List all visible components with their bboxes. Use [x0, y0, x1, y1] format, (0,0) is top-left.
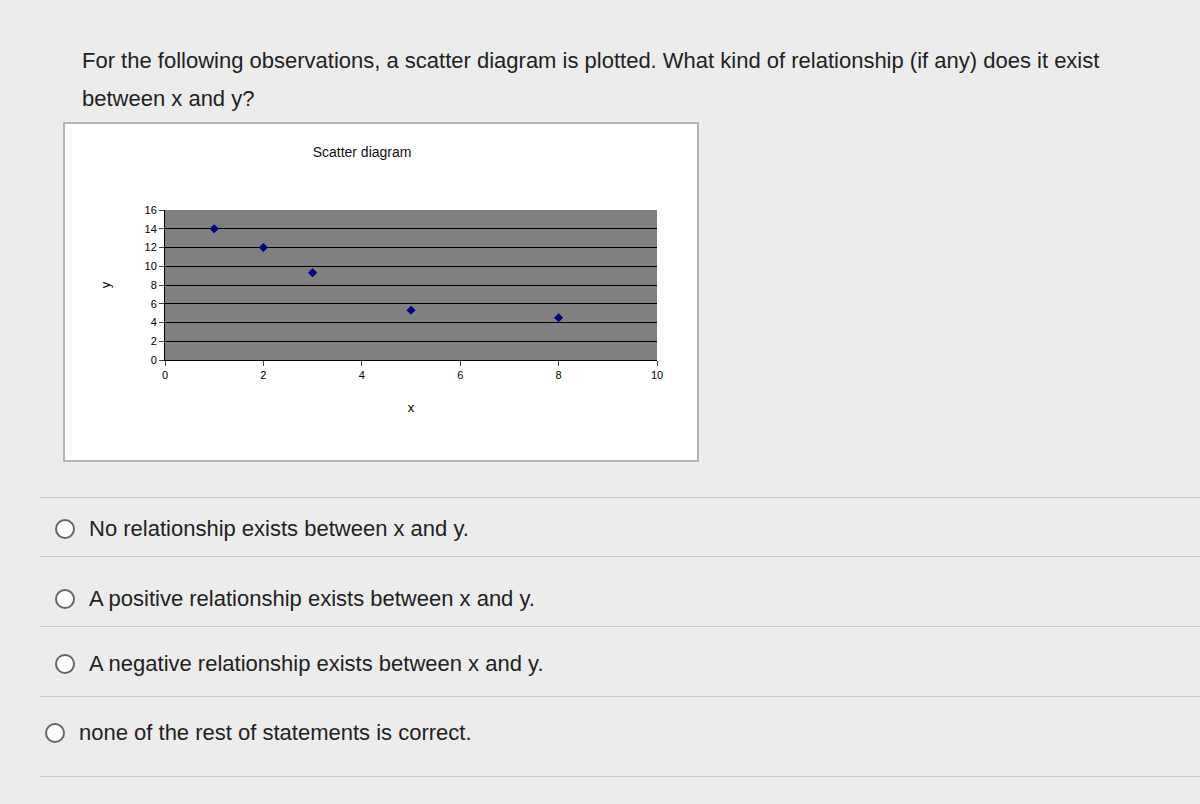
svg-text:14: 14	[145, 223, 157, 235]
svg-text:16: 16	[145, 204, 157, 216]
svg-text:0: 0	[162, 369, 168, 381]
svg-text:x: x	[408, 400, 415, 415]
svg-text:2: 2	[151, 335, 157, 347]
svg-text:8: 8	[151, 279, 157, 291]
html-text:none of the rest of statements: none of the rest of statements is correc…	[79, 720, 472, 745]
svg-text:4: 4	[359, 369, 365, 381]
html-text:No relationship exists between: No relationship exists between x and y.	[89, 516, 469, 541]
svg-text:y: y	[98, 281, 113, 288]
svg-text:12: 12	[145, 241, 157, 253]
svg-text:6: 6	[151, 298, 157, 310]
svg-text:Scatter diagram: Scatter diagram	[313, 144, 412, 160]
svg-text:8: 8	[556, 369, 562, 381]
html-text:A positive relationship exists: A positive relationship exists between x…	[89, 586, 535, 611]
html-text:For the following observations: For the following observations, a scatte…	[82, 48, 1100, 111]
html-text:A negative relationship exists: A negative relationship exists between x…	[89, 651, 544, 676]
svg-text:2: 2	[260, 369, 266, 381]
svg-text:6: 6	[457, 369, 463, 381]
svg-text:4: 4	[151, 316, 157, 328]
svg-text:10: 10	[651, 369, 663, 381]
svg-text:10: 10	[145, 260, 157, 272]
svg-text:0: 0	[151, 354, 157, 366]
